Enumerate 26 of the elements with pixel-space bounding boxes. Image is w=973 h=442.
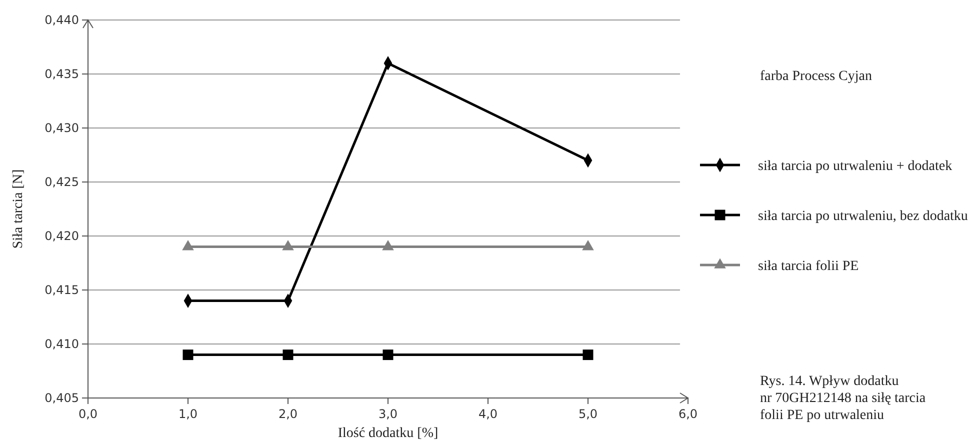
y-tick-label: 0,440 [44, 12, 79, 27]
y-tick-label: 0,410 [44, 336, 79, 351]
x-tick-label: 0,0 [78, 406, 98, 421]
point [182, 350, 194, 360]
y-axis-title: Siła tarcia [N] [11, 169, 26, 249]
y-tick-label: 0,420 [44, 228, 79, 243]
x-tick-label: 3,0 [378, 406, 398, 421]
legend-label: siła tarcia po utrwaleniu, bez dodatku [758, 209, 968, 224]
x-tick-label: 4,0 [478, 406, 498, 421]
x-axis-title: Ilość dodatku [%] [338, 426, 438, 441]
y-tick-label: 0,430 [44, 120, 79, 135]
legend-title: farba Process Cyjan [760, 69, 872, 84]
y-tick-label: 0,405 [44, 390, 79, 405]
x-tick-label: 2,0 [278, 406, 298, 421]
point [582, 350, 594, 360]
legend-label: siła tarcia po utrwaleniu + dodatek [758, 159, 952, 174]
legend-label: siła tarcia folii PE [758, 259, 859, 274]
point [382, 350, 394, 360]
x-tick-label: 1,0 [178, 406, 198, 421]
x-tick-label: 5,0 [578, 406, 598, 421]
y-tick-label: 0,425 [44, 174, 79, 189]
point [282, 350, 294, 360]
y-tick-label: 0,415 [44, 282, 79, 297]
y-tick-label: 0,435 [44, 66, 79, 81]
text: Rys. 14. Wpływ dodatku nr 70GH212148 na siłę tarcia folii PE po utrwaleniu [760, 374, 926, 423]
x-tick-label: 6,0 [678, 406, 698, 421]
